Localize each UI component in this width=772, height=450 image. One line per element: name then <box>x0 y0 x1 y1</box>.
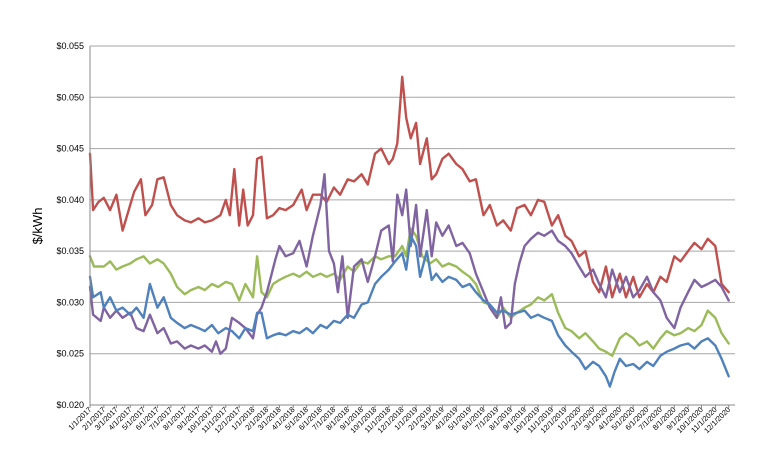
series-line-1 <box>88 75 730 299</box>
y-tick-label: $0.045 <box>56 144 84 154</box>
series-line-3 <box>88 172 730 355</box>
y-tick-label: $0.035 <box>56 246 84 256</box>
y-tick-label: $0.030 <box>56 297 84 307</box>
series-line-4 <box>88 234 730 388</box>
y-tick-label: $0.040 <box>56 195 84 205</box>
gridlines <box>90 45 735 406</box>
y-axis-ticks: $0.020 $0.025 $0.030 $0.035 $0.040 $0.045 $0.0… <box>56 41 84 410</box>
y-tick-label: $0.025 <box>56 349 84 359</box>
y-axis-label: $/kWh <box>30 208 45 245</box>
y-tick-label: $0.050 <box>56 92 84 102</box>
y-tick-label: $0.055 <box>56 41 84 51</box>
y-tick-label: $0.020 <box>56 400 84 410</box>
series-line-2 <box>88 227 730 357</box>
series-lines <box>88 75 730 388</box>
